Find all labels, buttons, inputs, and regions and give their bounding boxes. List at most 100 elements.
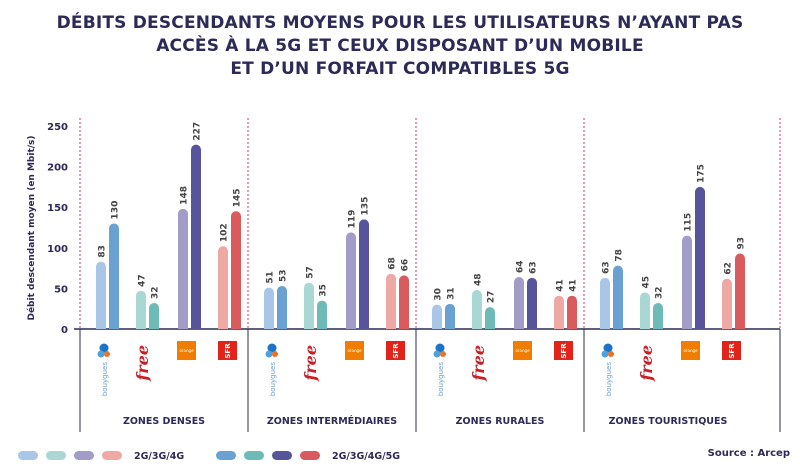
legend-swatch xyxy=(46,451,66,460)
bar-orange-4g xyxy=(514,277,524,329)
bouygues-logo-icon xyxy=(99,343,109,353)
bar-free-4g xyxy=(472,290,482,329)
bar-base-free xyxy=(653,324,663,329)
bar-orange-5g xyxy=(191,144,201,329)
sfr-logo-text: SFR xyxy=(728,343,736,359)
zone-label: ZONES INTERMÉDIAIRES xyxy=(267,415,397,427)
bar-sfr-5g xyxy=(567,295,577,329)
bar-base-free xyxy=(304,324,314,329)
bar-base-sfr xyxy=(218,324,228,329)
bar-base-bouygues xyxy=(600,324,610,329)
bouygues-logo-icon xyxy=(97,350,105,358)
bar-base-free xyxy=(317,324,327,329)
bar-base-bouygues xyxy=(109,324,119,329)
bouygues-logo-text: bouygues xyxy=(605,362,613,396)
bouygues-logo-icon xyxy=(601,350,609,358)
bar-base-free xyxy=(149,324,159,329)
data-label: 27 xyxy=(487,291,497,304)
bar-base-orange xyxy=(527,324,537,329)
data-label: 32 xyxy=(655,286,665,299)
data-label: 102 xyxy=(220,223,230,242)
bar-base-free xyxy=(485,324,495,329)
free-logo-text: free xyxy=(301,345,320,382)
data-label: 135 xyxy=(361,197,371,216)
bar-base-orange xyxy=(359,324,369,329)
bar-sfr-5g xyxy=(231,211,241,329)
bar-sfr-4g xyxy=(554,295,564,329)
bar-orange-5g xyxy=(695,186,705,329)
y-tick-label: 200 xyxy=(47,163,68,174)
bar-base-bouygues xyxy=(432,324,442,329)
bar-orange-5g xyxy=(527,277,537,329)
bar-orange-5g xyxy=(359,219,369,329)
bouygues-logo-icon xyxy=(440,351,446,357)
orange-logo-icon xyxy=(345,341,364,360)
legend-swatch xyxy=(244,451,264,460)
bar-orange-4g xyxy=(682,235,692,329)
bar-base-bouygues xyxy=(96,324,106,329)
data-label: 119 xyxy=(348,210,358,229)
bouygues-logo-icon xyxy=(104,351,110,357)
zone-label: ZONES DENSES xyxy=(123,416,205,427)
y-tick-label: 250 xyxy=(47,122,68,133)
bar-base-orange xyxy=(346,324,356,329)
bar-base-orange xyxy=(695,324,705,329)
bar-bouygues-4g xyxy=(264,287,274,329)
bar-free-4g xyxy=(136,290,146,329)
bar-orange-4g xyxy=(346,232,356,329)
zone-label: ZONES TOURISTIQUES xyxy=(609,416,728,427)
bar-free-5g xyxy=(485,307,495,329)
data-label: 145 xyxy=(233,188,243,207)
orange-logo-text: orange xyxy=(683,348,698,353)
bouygues-logo-icon xyxy=(435,343,445,353)
data-label: 41 xyxy=(556,279,566,292)
bar-sfr-4g xyxy=(218,246,228,329)
data-label: 175 xyxy=(697,164,707,183)
bar-free-5g xyxy=(317,300,327,329)
bar-base-orange xyxy=(514,324,524,329)
bar-base-bouygues xyxy=(264,324,274,329)
bar-base-orange xyxy=(682,324,692,329)
free-logo-text: free xyxy=(637,345,656,382)
bar-base-bouygues xyxy=(445,324,455,329)
bouygues-logo-text: bouygues xyxy=(269,362,277,396)
chart-title: DÉBITS DESCENDANTS MOYENS POUR LES UTILI… xyxy=(0,12,800,81)
legend-label: 2G/3G/4G/5G xyxy=(332,451,400,462)
data-label: 115 xyxy=(684,213,694,232)
bouygues-logo-icon xyxy=(272,351,278,357)
data-label: 78 xyxy=(615,249,625,262)
data-label: 30 xyxy=(434,288,444,301)
bouygues-logo-text: bouygues xyxy=(101,362,109,396)
bar-bouygues-5g xyxy=(445,303,455,329)
legend-swatch xyxy=(102,451,122,460)
orange-logo-icon xyxy=(513,341,532,360)
bar-bouygues-5g xyxy=(277,285,287,329)
sfr-logo-icon xyxy=(386,341,405,360)
sfr-logo-text: SFR xyxy=(392,343,400,359)
title-line-1: DÉBITS DESCENDANTS MOYENS POUR LES UTILI… xyxy=(56,13,744,33)
title-line-3: ET D’UN FORFAIT COMPATIBLES 5G xyxy=(230,59,570,79)
data-label: 57 xyxy=(306,266,316,279)
orange-logo-text: orange xyxy=(515,348,530,353)
data-label: 68 xyxy=(388,257,398,270)
bouygues-logo-icon xyxy=(265,350,273,358)
data-label: 48 xyxy=(474,273,484,286)
legend-swatch xyxy=(216,451,236,460)
sfr-logo-icon xyxy=(722,341,741,360)
data-label: 63 xyxy=(529,261,539,274)
bar-base-sfr xyxy=(554,324,564,329)
bar-sfr-5g xyxy=(735,253,745,329)
bar-base-sfr xyxy=(386,324,396,329)
sfr-logo-text: SFR xyxy=(560,343,568,359)
bar-free-4g xyxy=(640,292,650,329)
data-label: 148 xyxy=(180,186,190,205)
bar-bouygues-5g xyxy=(613,265,623,329)
source-note: Source : Arcep xyxy=(707,448,790,459)
data-label: 93 xyxy=(737,237,747,250)
data-label: 64 xyxy=(516,261,526,274)
bar-base-free xyxy=(640,324,650,329)
bar-sfr-4g xyxy=(386,273,396,329)
sfr-logo-icon xyxy=(554,341,573,360)
data-label: 35 xyxy=(319,284,329,297)
